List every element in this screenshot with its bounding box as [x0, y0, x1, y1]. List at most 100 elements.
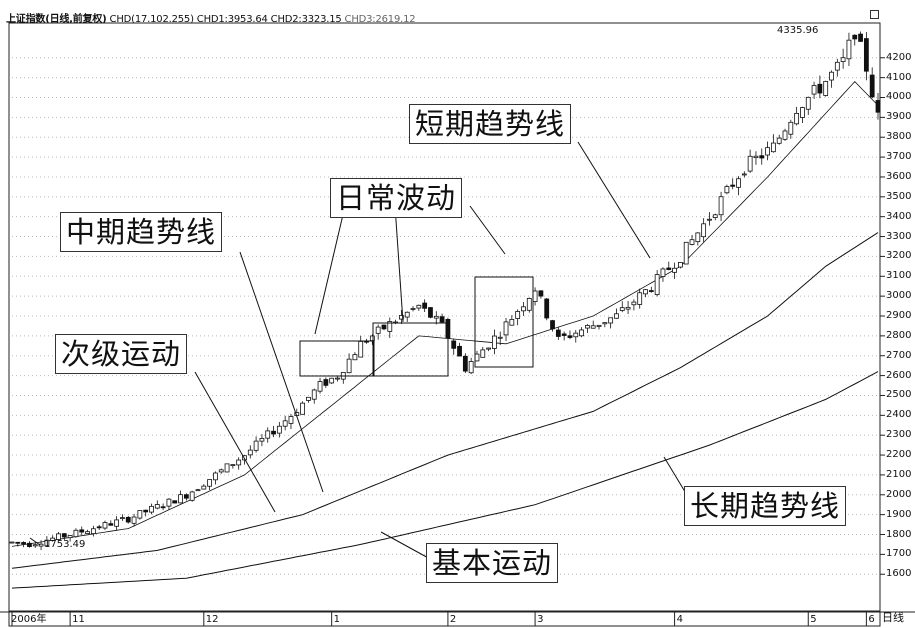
- x-tick-label: 1: [333, 614, 341, 625]
- candle-body: [672, 267, 677, 273]
- x-tick-label: 3: [537, 614, 544, 625]
- trend-line-chd1: [11, 81, 879, 547]
- header-chd: CHD(17.102.255): [109, 14, 194, 25]
- candle-body: [753, 155, 759, 159]
- candle-body: [404, 311, 410, 318]
- candle-body: [788, 121, 794, 135]
- candle-body: [38, 543, 44, 547]
- candle-body: [509, 319, 515, 326]
- candle-body: [532, 290, 538, 303]
- candle-body: [648, 290, 654, 292]
- candle-body: [300, 402, 306, 415]
- candle-body: [27, 542, 32, 547]
- candle-body: [683, 241, 689, 265]
- x-axis-bar: [8, 610, 881, 627]
- candle-body: [555, 329, 561, 337]
- candle-body: [102, 522, 108, 529]
- primary-move-label: 基本运动: [426, 543, 559, 583]
- candle-body: [736, 178, 741, 188]
- candle-body: [567, 335, 573, 338]
- y-tick-label: 2300: [886, 429, 912, 441]
- candle-body: [660, 268, 666, 277]
- candle-body: [143, 509, 149, 513]
- candle-body: [137, 510, 143, 519]
- header-chd3: CHD3:2619.12: [344, 14, 416, 25]
- candle-body: [125, 516, 131, 523]
- candle-body: [265, 430, 271, 439]
- y-tick-label: 2200: [886, 449, 912, 461]
- candle-body: [631, 301, 637, 306]
- candle-body: [335, 377, 340, 380]
- candle-body: [805, 96, 811, 110]
- candle-body: [584, 325, 590, 329]
- candle-body: [521, 306, 526, 312]
- candle-body: [224, 463, 230, 473]
- candle-body: [428, 307, 433, 318]
- candle-body: [550, 320, 555, 330]
- x-tick-label: 2: [449, 614, 457, 625]
- candle-body: [96, 526, 102, 529]
- period-unit-label[interactable]: 日线: [882, 611, 904, 624]
- candle-body: [579, 329, 584, 337]
- y-tick-label: 2600: [886, 369, 912, 381]
- candle-body: [590, 325, 596, 329]
- candle-body: [50, 537, 56, 541]
- low-label: 1753.49: [44, 539, 86, 550]
- y-tick-label: 2000: [886, 488, 912, 500]
- candle-body: [869, 74, 875, 98]
- high-label: 4335.96: [777, 25, 819, 36]
- moving-average-lines: [11, 81, 879, 589]
- y-tick-label: 3000: [886, 290, 912, 302]
- candle-body: [329, 377, 335, 384]
- x-tick-marks: [11, 611, 867, 626]
- header-title: 上证指数(日线,前复权): [6, 14, 107, 25]
- candle-body: [271, 430, 276, 435]
- candle-body: [306, 396, 311, 401]
- arrow-mid-trend: [239, 251, 324, 493]
- candle-body: [875, 100, 881, 113]
- candle-body: [689, 239, 695, 245]
- candle-body: [85, 531, 90, 535]
- candle-body: [497, 336, 503, 339]
- candle-body: [840, 57, 846, 62]
- short-trend-label: 短期趋势线: [409, 104, 572, 144]
- candle-body: [619, 307, 625, 311]
- y-tick-label: 2700: [886, 349, 912, 361]
- candle-body: [468, 361, 474, 374]
- window-toggle-icon[interactable]: [870, 10, 879, 19]
- candle-body: [276, 425, 282, 434]
- candle-body: [677, 262, 683, 268]
- candle-body: [369, 335, 375, 342]
- candle-body: [422, 302, 428, 309]
- candle-body: [712, 214, 718, 218]
- x-tick-label: 5: [810, 614, 817, 625]
- candle-body: [230, 464, 236, 467]
- candle-body: [782, 130, 788, 140]
- candle-body: [462, 355, 468, 372]
- candle-body: [189, 491, 195, 501]
- candle-body: [108, 523, 114, 526]
- candle-body: [474, 353, 480, 362]
- candle-body: [759, 155, 765, 159]
- candle-body: [15, 541, 21, 544]
- header-chd1: CHD1:3953.64: [196, 14, 268, 25]
- y-tick-label: 3500: [886, 190, 912, 202]
- arrow-low-label: [29, 537, 41, 546]
- candle-body: [747, 155, 753, 172]
- candle-body: [666, 267, 672, 270]
- candle-body: [282, 420, 288, 427]
- y-tick-label: 2400: [886, 409, 912, 421]
- candle-body: [433, 315, 439, 319]
- y-tick-label: 3700: [886, 151, 912, 163]
- candle-body: [439, 316, 445, 323]
- candle-body: [852, 34, 858, 40]
- arrow-primary: [380, 531, 433, 561]
- y-tick-label: 1700: [886, 548, 912, 560]
- candle-body: [32, 544, 38, 547]
- long-trend-label: 长期趋势线: [684, 486, 847, 526]
- arrow-short-trend: [577, 141, 651, 259]
- candle-body: [387, 321, 393, 332]
- y-tick-label: 3900: [886, 111, 912, 123]
- candle-body: [451, 340, 457, 349]
